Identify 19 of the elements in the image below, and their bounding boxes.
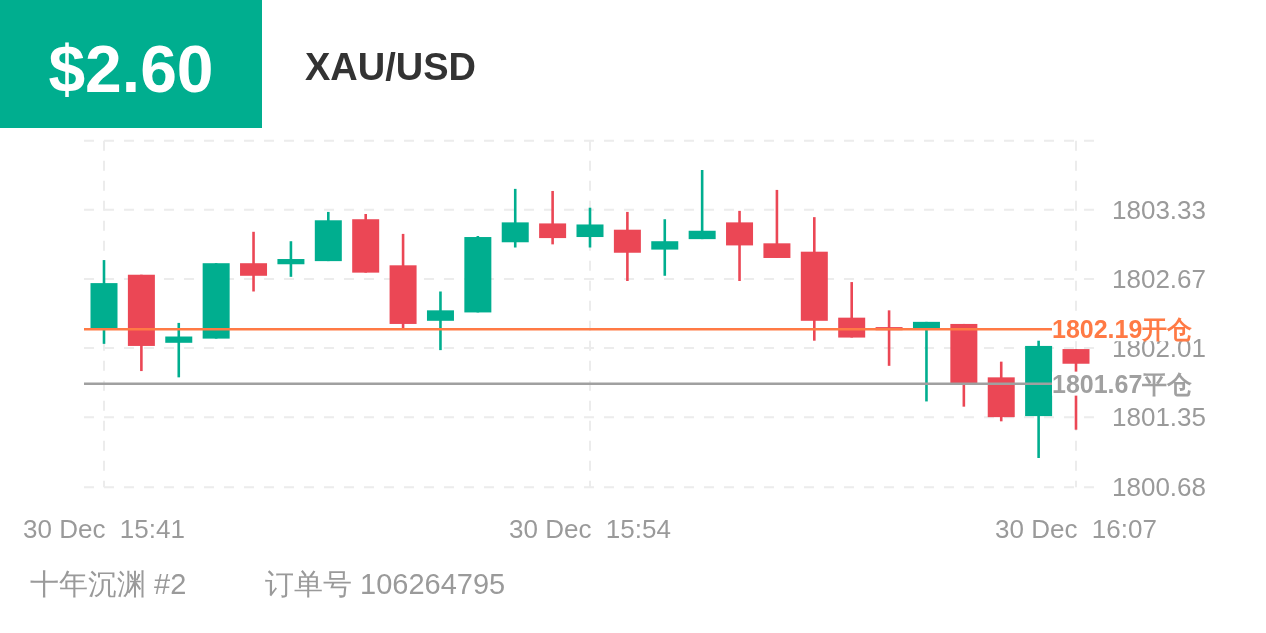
candlestick: [277, 239, 305, 279]
text: 订单号 106264795: [265, 568, 506, 600]
y-tick-label: 1801.35: [1112, 402, 1206, 433]
y-tick-label: 1803.33: [1112, 194, 1206, 225]
ref-line-label: 1801.67平仓: [1052, 369, 1193, 398]
x-tick-label: 30 Dec 16:07: [995, 514, 1157, 544]
text: $2.60: [48, 32, 214, 106]
y-tick-label: 1802.67: [1112, 263, 1206, 294]
candlestick: [165, 321, 193, 379]
candlestick: [426, 290, 454, 352]
chart-title: XAU/USD: [305, 46, 477, 88]
text: 十年沉渊 #2: [30, 568, 187, 600]
x-tick-label: 30 Dec 15:41: [23, 514, 185, 544]
y-tick-label: 1800.68: [1112, 472, 1206, 503]
x-tick-label: 30 Dec 15:54: [509, 514, 671, 544]
candlestick: [688, 168, 716, 241]
candlestick: [912, 320, 940, 403]
candlestick: [651, 217, 679, 278]
candlestick: [240, 230, 268, 293]
